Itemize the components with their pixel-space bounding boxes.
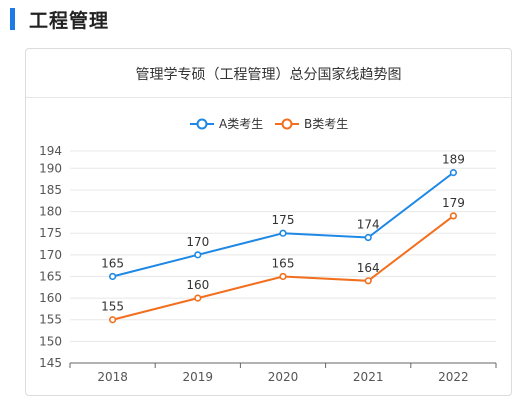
data-label-a: 174 (357, 218, 380, 232)
data-label-a: 170 (186, 235, 209, 249)
x-tick-label: 2022 (438, 370, 469, 384)
data-point-a (194, 251, 202, 259)
x-tick-label: 2018 (97, 370, 128, 384)
data-label-b: 160 (186, 278, 209, 292)
title-divider (26, 97, 511, 98)
data-point-b (364, 277, 372, 285)
legend-label: B类考生 (304, 117, 348, 131)
y-tick-label: 150 (39, 334, 62, 348)
section-header: 工程管理 (10, 6, 109, 32)
data-point-b (108, 316, 117, 324)
x-tick-label: 2019 (183, 370, 214, 384)
data-point-a (108, 272, 117, 281)
y-tick-label: 170 (39, 248, 62, 262)
legend-marker (196, 118, 208, 130)
section-accent-bar (10, 8, 15, 30)
y-tick-label: 165 (39, 269, 62, 283)
section-title: 工程管理 (29, 9, 110, 32)
data-point-b (194, 294, 202, 302)
y-tick-label: 145 (39, 356, 62, 370)
data-point-a (449, 169, 458, 177)
y-tick-label: 160 (39, 291, 62, 305)
chart-title: 管理学专硕（工程管理）总分国家线趋势图 (135, 67, 402, 83)
data-point-b (449, 212, 458, 220)
y-tick-label: 185 (39, 183, 62, 197)
y-tick-label: 194 (39, 144, 62, 158)
data-label-b: 179 (442, 196, 465, 210)
data-label-b: 155 (101, 300, 124, 314)
data-label-a: 165 (101, 256, 124, 270)
data-point-a (364, 233, 372, 242)
data-point-b (279, 272, 287, 281)
data-label-b: 164 (357, 261, 380, 275)
data-label-b: 165 (272, 256, 295, 270)
data-point-a (279, 229, 287, 237)
y-tick-label: 175 (39, 226, 62, 240)
legend-marker (281, 118, 293, 130)
y-tick-label: 155 (39, 313, 62, 327)
x-tick-label: 2021 (353, 370, 384, 384)
data-label-a: 189 (442, 153, 465, 167)
y-tick-label: 190 (39, 161, 62, 175)
data-label-a: 175 (272, 213, 295, 227)
x-tick-label: 2020 (268, 370, 299, 384)
chart-card: 管理学专硕（工程管理）总分国家线趋势图 (25, 48, 512, 396)
y-tick-label: 180 (39, 205, 62, 219)
legend-label: A类考生 (219, 117, 263, 131)
